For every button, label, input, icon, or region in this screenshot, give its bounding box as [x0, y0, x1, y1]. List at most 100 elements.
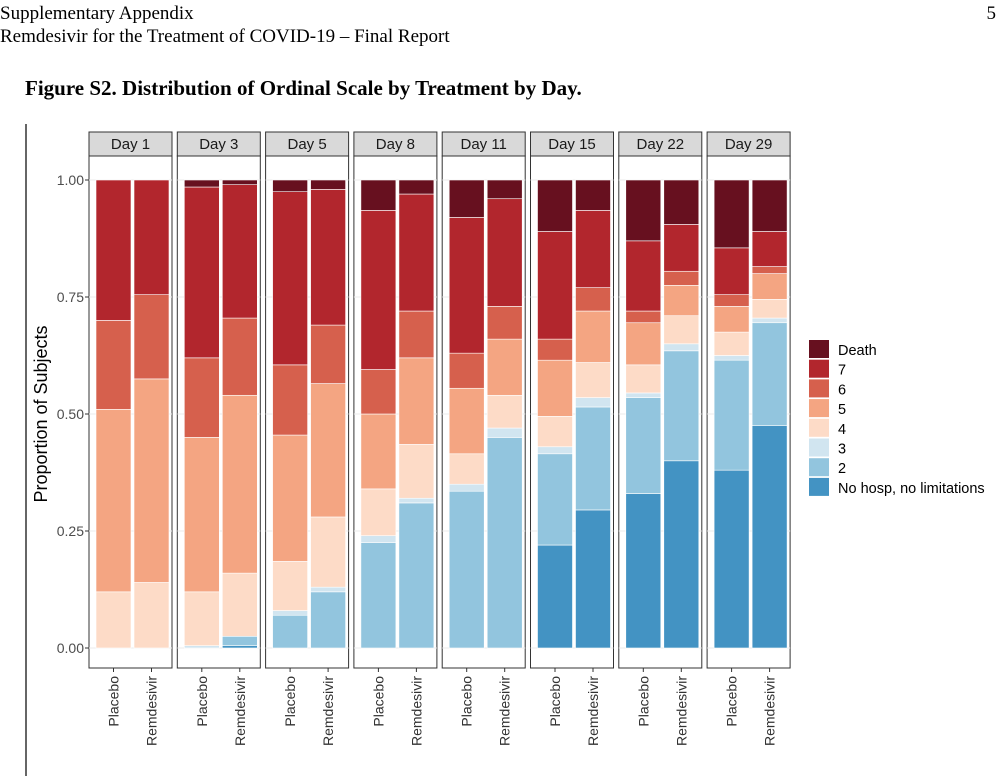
legend-swatch: [809, 340, 829, 358]
bar-segment: [310, 586, 346, 593]
bar-segment: [95, 179, 132, 321]
bar-segment: [133, 582, 170, 649]
x-tick-label: Remdesivir: [408, 676, 424, 746]
facet-panels: Day 1 Placebo Remdesivir Day 3 Placebo Remdes…: [88, 131, 791, 746]
bar-segment: [222, 317, 258, 396]
bar-segment: [751, 299, 788, 319]
bar-segment: [398, 357, 435, 445]
bar-segment: [537, 359, 573, 417]
bar-segment: [360, 535, 397, 543]
y-tick-label: 0.25: [57, 523, 84, 539]
bar-segment: [222, 394, 258, 574]
bar-segment: [625, 322, 662, 366]
bar-segment: [95, 591, 132, 649]
bar-segment: [310, 591, 346, 649]
legend-swatch: [809, 399, 829, 418]
facet-panel: Day 29 Placebo Remdesivir: [706, 131, 791, 746]
y-tick-label: 1.00: [57, 172, 84, 188]
bar-segment: [222, 572, 258, 637]
legend-label: No hosp, no limitations: [838, 481, 985, 497]
legend-label: 3: [838, 442, 846, 458]
bar-segment: [184, 645, 220, 649]
bar-segment: [486, 394, 523, 429]
bar-segment: [663, 350, 700, 462]
bar-segment: [575, 509, 611, 649]
legend-label: 7: [838, 363, 846, 379]
x-tick-label: Remdesivir: [585, 676, 601, 746]
bar-segment: [575, 210, 611, 288]
x-tick-label: Placebo: [547, 676, 563, 727]
y-tick-label: 0.00: [57, 640, 84, 656]
facet-strip: [530, 131, 614, 157]
bar-segment: [398, 497, 435, 504]
bar-segment: [222, 635, 258, 646]
bar-segment: [625, 240, 662, 312]
legend-swatch: [809, 438, 829, 457]
figure-caption: Figure S2. Distribution of Ordinal Scale…: [25, 76, 582, 100]
bar-segment: [663, 315, 700, 345]
bar-segment: [398, 179, 435, 195]
bar-segment: [625, 493, 662, 649]
x-tick-label: Remdesivir: [497, 676, 513, 746]
bar-segment: [537, 338, 573, 361]
bar-segment: [310, 189, 346, 326]
bar-segment: [713, 331, 750, 356]
y-axis-title: Proportion of Subjects: [31, 325, 51, 502]
facet-strip: [441, 131, 526, 157]
bar-segment: [133, 179, 170, 295]
running-header: Supplementary Appendix Remdesivir for th…: [0, 2, 450, 48]
bar-segment: [537, 416, 573, 448]
bar-segment: [95, 320, 132, 410]
bar-segment: [310, 516, 346, 588]
bar-segment: [713, 355, 750, 361]
x-tick-label: Placebo: [370, 676, 386, 727]
bar-segment: [663, 284, 700, 317]
bar-segment: [398, 310, 435, 359]
bar-segment: [448, 179, 485, 218]
facet-panel: Day 3 Placebo Remdesivir: [176, 131, 261, 746]
bar-segment: [360, 413, 397, 490]
bar-segment: [360, 179, 397, 211]
bar-segment: [272, 614, 308, 649]
bar-segment: [625, 364, 662, 394]
bar-segment: [448, 387, 485, 455]
legend-label: 4: [838, 422, 846, 438]
legend-label: 5: [838, 402, 846, 418]
facet-panel: Day 22 Placebo Remdesivir: [618, 131, 703, 746]
bar-segment: [360, 210, 397, 370]
bar-segment: [663, 179, 700, 225]
facet-strip-label: Day 5: [288, 136, 327, 153]
facet-panel: Day 11 Placebo Remdesivir: [441, 131, 526, 746]
bar-segment: [575, 179, 611, 211]
bar-segment: [398, 502, 435, 649]
x-tick-label: Placebo: [459, 676, 475, 727]
x-tick-label: Remdesivir: [144, 676, 160, 746]
bar-segment: [360, 542, 397, 649]
bar-segment: [184, 437, 220, 593]
bar-segment: [272, 364, 308, 436]
bar-segment: [575, 287, 611, 312]
bar-segment: [222, 179, 258, 185]
bar-segment: [575, 362, 611, 398]
x-tick-label: Remdesivir: [673, 676, 689, 746]
facet-strip-label: Day 8: [376, 136, 415, 153]
bar-segment: [751, 273, 788, 300]
bar-segment: [222, 645, 258, 649]
legend-swatch: [809, 418, 829, 437]
facet-panel: Day 8 Placebo Remdesivir: [353, 131, 438, 746]
bar-segment: [663, 270, 700, 286]
bar-segment: [95, 409, 132, 593]
bar-segment: [713, 179, 750, 249]
facet-strip-label: Day 15: [548, 136, 596, 153]
x-tick-label: Placebo: [106, 676, 122, 727]
bar-segment: [713, 469, 750, 649]
bar-segment: [537, 446, 573, 455]
bar-segment: [133, 294, 170, 380]
bar-segment: [448, 453, 485, 485]
bar-segment: [310, 383, 346, 518]
facet-panel: Day 5 Placebo Remdesivir: [265, 131, 350, 746]
legend-swatch: [809, 379, 829, 398]
bar-segment: [537, 453, 573, 546]
legend-swatch: [809, 458, 829, 477]
bar-segment: [398, 444, 435, 499]
